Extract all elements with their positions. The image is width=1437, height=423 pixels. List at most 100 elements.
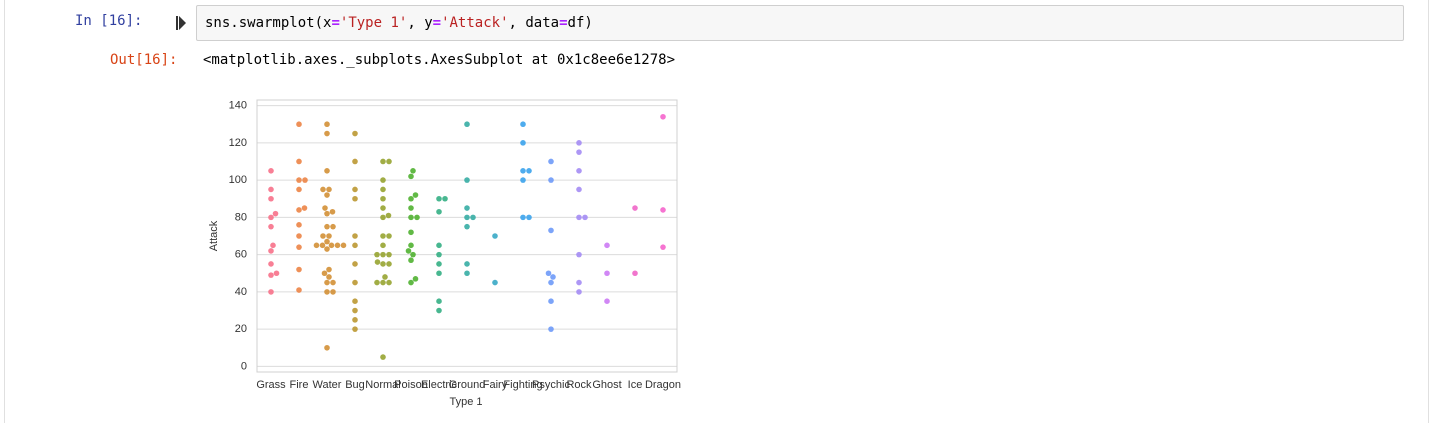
swarm-point: [464, 223, 470, 230]
swarm-point: [380, 214, 386, 221]
swarm-point: [526, 214, 532, 221]
x-tick-label: Water: [313, 379, 342, 391]
swarm-point: [408, 173, 414, 180]
swarm-point: [272, 210, 279, 217]
swarm-point: [324, 344, 330, 351]
swarm-point: [464, 177, 470, 183]
swarm-point: [296, 266, 302, 273]
swarm-point: [374, 259, 381, 265]
swarm-point: [324, 238, 330, 245]
swarm-point: [296, 177, 302, 183]
swarm-point: [492, 233, 498, 239]
swarm-point: [408, 214, 414, 221]
y-tick-label: 80: [235, 211, 247, 223]
x-tick-label: Fairy: [483, 379, 508, 391]
swarm-point: [270, 242, 276, 249]
swarm-point: [464, 261, 470, 267]
swarm-point: [268, 223, 274, 230]
swarm-point: [442, 195, 448, 202]
swarm-point: [380, 279, 386, 286]
swarm-point: [408, 279, 414, 286]
swarm-point: [386, 251, 392, 258]
swarm-point: [268, 248, 274, 254]
swarm-point: [632, 270, 638, 277]
swarm-point: [296, 244, 302, 250]
swarm-point: [408, 229, 414, 236]
swarm-point: [352, 279, 358, 286]
swarm-point: [296, 121, 302, 128]
swarm-point: [322, 205, 328, 211]
y-tick-label: 120: [229, 137, 247, 149]
swarm-point: [582, 214, 588, 221]
swarm-point: [382, 274, 388, 280]
swarm-point: [550, 274, 556, 280]
swarm-point: [604, 242, 610, 249]
x-axis-label: Type 1: [449, 396, 482, 408]
swarm-point: [464, 214, 470, 221]
notebook-container: [4, 0, 1429, 423]
x-tick-label: Electric: [421, 379, 458, 391]
swarm-point: [296, 233, 302, 239]
x-tick-label: Fire: [290, 379, 309, 391]
swarm-point: [414, 214, 420, 221]
swarm-point: [329, 208, 336, 215]
swarm-point: [464, 121, 470, 128]
swarm-point: [296, 287, 302, 293]
swarm-point: [436, 242, 442, 249]
swarm-point: [380, 233, 386, 239]
y-tick-label: 60: [235, 249, 247, 261]
swarm-point: [492, 279, 498, 286]
swarm-point: [548, 227, 554, 234]
swarm-point: [352, 186, 358, 193]
swarm-point: [576, 214, 582, 221]
swarm-point: [380, 177, 386, 183]
swarm-point: [352, 261, 358, 267]
swarm-point: [386, 261, 392, 267]
swarm-point: [320, 186, 326, 193]
swarm-point: [273, 270, 280, 277]
swarm-point: [436, 195, 442, 202]
swarm-point: [386, 233, 392, 239]
swarm-point: [660, 244, 666, 250]
swarm-point: [324, 289, 330, 295]
swarm-point: [576, 279, 582, 286]
swarm-point: [576, 289, 582, 295]
swarm-point: [326, 274, 332, 280]
code-token: df: [567, 15, 585, 31]
swarm-point: [436, 261, 442, 267]
x-tick-label: Rock: [566, 379, 592, 391]
swarm-point: [352, 242, 358, 249]
x-tick-label: Normal: [365, 379, 400, 391]
swarm-point: [330, 223, 336, 230]
swarm-point: [576, 167, 582, 174]
swarm-point: [604, 270, 610, 277]
swarm-point: [385, 212, 392, 219]
swarm-point: [321, 270, 328, 277]
x-tick-label: Bug: [345, 379, 365, 391]
run-icon[interactable]: [174, 14, 188, 32]
swarm-point: [380, 186, 386, 193]
swarm-point: [660, 207, 666, 213]
swarm-point: [268, 272, 274, 278]
swarm-point: [436, 208, 442, 215]
input-prompt: In [16]:: [75, 13, 143, 29]
code-cell[interactable]: sns.swarmplot(x='Type 1', y='Attack', da…: [196, 5, 1404, 41]
swarm-point: [268, 214, 274, 221]
swarm-point: [405, 248, 412, 254]
swarm-point: [386, 158, 392, 165]
swarm-point: [464, 270, 470, 277]
swarm-point: [576, 140, 582, 146]
swarm-point: [330, 279, 336, 286]
swarm-point: [408, 205, 414, 211]
swarm-point: [302, 177, 308, 183]
x-tick-label: Dragon: [645, 379, 681, 391]
swarm-point: [296, 158, 302, 165]
swarm-point: [380, 242, 386, 249]
swarm-point: [470, 214, 476, 221]
swarm-point: [380, 195, 386, 202]
swarm-point: [386, 279, 392, 286]
swarm-point: [408, 195, 414, 202]
swarm-point: [268, 289, 274, 295]
